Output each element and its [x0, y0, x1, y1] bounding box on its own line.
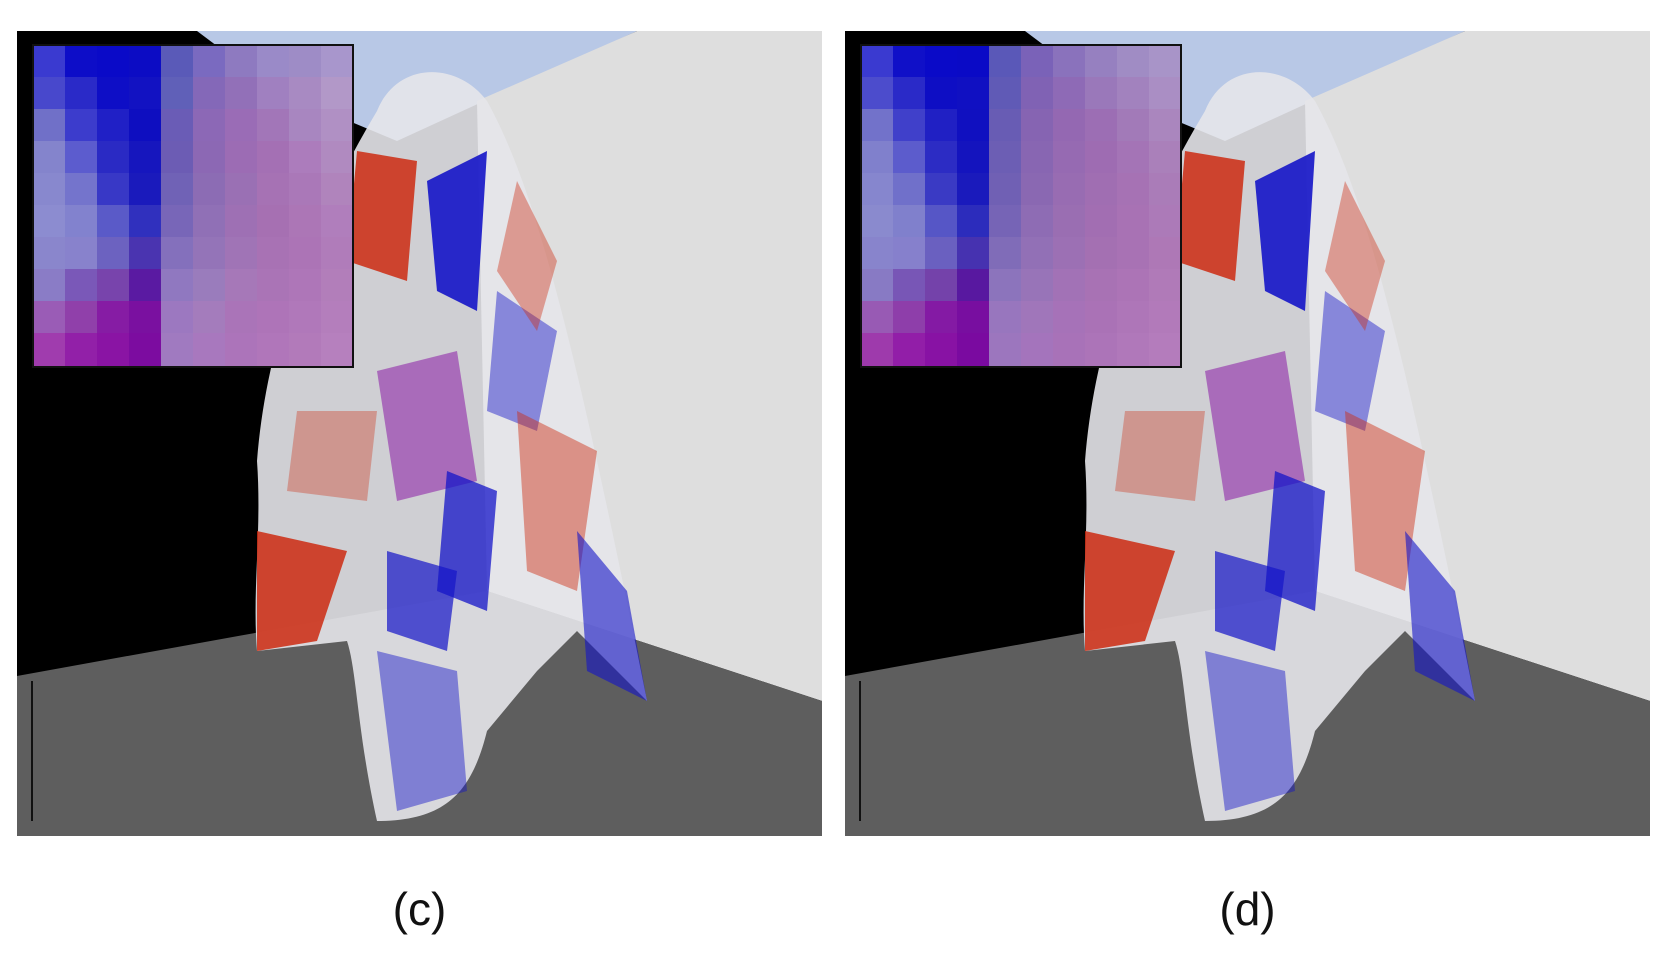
- panel-c-render: [17, 31, 822, 836]
- zoom-inset: [860, 44, 1182, 368]
- panel-d-render: [845, 31, 1650, 836]
- zoom-inset: [32, 44, 354, 368]
- cloth-scene-d: [845, 31, 1650, 836]
- cloth-scene-c: [17, 31, 822, 836]
- caption-c: (c): [392, 883, 447, 935]
- caption-d: (d): [1219, 883, 1276, 935]
